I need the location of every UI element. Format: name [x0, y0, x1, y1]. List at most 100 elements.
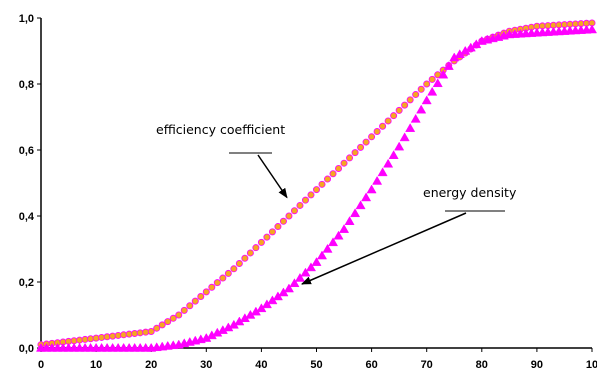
energy-density-point: [416, 104, 427, 114]
efficiency-point: [147, 327, 155, 335]
annotation-energy: energy density: [301, 185, 517, 285]
energy-density-point: [339, 224, 350, 233]
y-tick-label: 1,0: [19, 13, 34, 25]
efficiency-point: [301, 196, 309, 204]
efficiency-point: [401, 101, 409, 109]
efficiency-point: [357, 143, 365, 151]
efficiency-point: [279, 217, 287, 225]
efficiency-point: [230, 265, 238, 273]
efficiency-series: [37, 19, 596, 349]
efficiency-point: [274, 223, 282, 231]
efficiency-point: [312, 186, 320, 194]
y-tick-label: 0,8: [19, 79, 34, 91]
efficiency-point: [346, 154, 354, 162]
energy-density-point: [372, 175, 383, 185]
efficiency-point: [324, 175, 332, 183]
energy-density-point: [344, 216, 355, 225]
x-tick-label: 40: [255, 359, 267, 371]
energy-density-point: [322, 243, 333, 253]
x-tick-label: 10: [90, 359, 102, 371]
x-tick-label: 50: [310, 359, 322, 371]
y-tick-label: 0,4: [19, 211, 35, 223]
efficiency-point: [186, 302, 194, 310]
energy-density-point: [443, 61, 454, 70]
y-tick-label: 0,2: [19, 277, 34, 289]
annotation-efficiency-label: efficiency coefficient: [156, 122, 285, 137]
x-tick-label: 60: [365, 359, 377, 371]
x-tick-label: 20: [145, 359, 157, 371]
efficiency-point: [153, 324, 161, 332]
efficiency-point: [329, 170, 337, 178]
energy-density-point: [327, 237, 339, 247]
efficiency-point: [335, 164, 343, 172]
efficiency-point: [290, 207, 298, 215]
x-tick-label: 0: [38, 359, 44, 371]
energy-density-point: [311, 257, 322, 266]
efficiency-point: [208, 283, 216, 291]
annotation-efficiency: efficiency coefficient: [156, 122, 288, 199]
efficiency-point: [175, 311, 183, 319]
efficiency-point: [224, 269, 232, 277]
efficiency-point: [285, 212, 293, 220]
efficiency-point: [252, 244, 260, 252]
energy-density-point: [405, 123, 416, 132]
efficiency-point: [423, 80, 431, 88]
efficiency-point: [368, 133, 376, 141]
energy-density-point: [438, 69, 449, 79]
efficiency-point: [412, 91, 420, 99]
efficiency-point: [202, 288, 210, 296]
energy-density-series: [35, 24, 597, 352]
energy-density-point: [300, 267, 311, 277]
efficiency-point: [379, 122, 387, 130]
efficiency-point: [395, 106, 403, 114]
y-tick-label: 0,6: [19, 145, 34, 157]
efficiency-point: [428, 75, 436, 83]
x-tick-label: 80: [476, 359, 488, 371]
energy-density-point: [377, 167, 388, 177]
efficiency-point: [263, 233, 271, 241]
efficiency-point: [318, 180, 326, 188]
efficiency-point: [351, 149, 359, 157]
efficiency-point: [180, 306, 188, 314]
y-tick-label: 0,0: [19, 343, 34, 355]
efficiency-point: [191, 297, 199, 305]
efficiency-point: [246, 249, 254, 257]
energy-density-point: [366, 184, 377, 194]
efficiency-point: [296, 201, 304, 209]
annotation-efficiency-arrow: [257, 154, 288, 199]
efficiency-point: [158, 321, 166, 329]
energy-density-point: [283, 283, 294, 293]
efficiency-point: [169, 314, 177, 322]
efficiency-point: [235, 260, 243, 268]
efficiency-point: [390, 112, 398, 120]
efficiency-point: [384, 117, 392, 125]
x-tick-label: 10: [586, 359, 597, 371]
energy-density-point: [421, 95, 432, 105]
efficiency-point: [197, 293, 205, 301]
efficiency-point: [340, 159, 348, 167]
efficiency-point: [213, 279, 221, 287]
energy-density-point: [333, 230, 344, 240]
energy-density-point: [383, 158, 394, 168]
energy-density-point: [399, 132, 410, 142]
x-tick-label: 90: [531, 359, 543, 371]
energy-density-point: [427, 86, 438, 96]
efficiency-point: [164, 318, 172, 326]
efficiency-point: [257, 238, 265, 246]
efficiency-point: [307, 191, 315, 199]
energy-density-point: [586, 24, 597, 34]
x-tick-label: 30: [200, 359, 212, 371]
energy-density-point: [289, 278, 300, 288]
efficiency-point: [362, 138, 370, 146]
efficiency-point: [268, 228, 276, 236]
efficiency-point: [406, 96, 414, 104]
efficiency-point: [241, 254, 249, 262]
annotation-energy-label: energy density: [423, 185, 517, 200]
energy-density-point: [350, 208, 361, 218]
energy-density-point: [355, 200, 366, 210]
x-tick-label: 70: [421, 359, 433, 371]
energy-density-point: [432, 78, 443, 88]
energy-density-point: [305, 262, 317, 272]
energy-density-point: [361, 192, 372, 202]
